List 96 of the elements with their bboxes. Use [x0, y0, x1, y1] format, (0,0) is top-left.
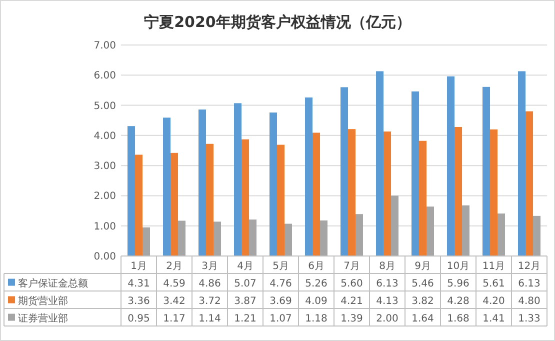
bar: [142, 227, 150, 256]
bar: [454, 126, 462, 256]
data-label: 4.80: [518, 296, 540, 307]
bar: [170, 152, 178, 256]
bar: [348, 129, 356, 256]
x-tick-label: 9月: [414, 260, 431, 272]
bar: [163, 118, 170, 256]
data-label: 3.87: [234, 296, 256, 307]
x-tick-label: 6月: [308, 260, 324, 272]
bar: [234, 103, 242, 256]
bar: [270, 112, 277, 256]
bar: [305, 97, 312, 256]
data-label: 5.07: [234, 278, 256, 290]
y-tick-label: 1.00: [94, 221, 116, 232]
bar: [128, 126, 135, 256]
x-tick-label: 8月: [379, 260, 396, 272]
bar: [249, 220, 256, 256]
data-label: 0.95: [128, 313, 150, 324]
data-label: 1.18: [305, 313, 328, 324]
y-tick-label: 3.00: [94, 161, 116, 172]
bar: [518, 71, 526, 256]
bar: [356, 214, 363, 256]
data-label: 1.14: [198, 313, 221, 324]
data-label: 4.31: [128, 278, 150, 290]
data-label: 5.60: [340, 278, 363, 290]
bar: [277, 144, 284, 256]
bar: [198, 110, 206, 256]
data-label: 4.20: [482, 296, 505, 307]
data-label: 4.59: [163, 278, 186, 290]
bar: [242, 139, 249, 256]
x-tick-label: 7月: [344, 260, 360, 272]
bar: [312, 132, 320, 256]
bar: [462, 205, 470, 256]
chart-title: 宁夏2020年期货客户权益情况（亿元）: [144, 13, 411, 31]
data-label: 5.61: [482, 278, 505, 290]
bar: [533, 216, 540, 256]
bar: [447, 76, 454, 256]
bar: [376, 71, 384, 256]
data-label: 4.86: [198, 278, 221, 290]
legend-label: 期货营业部: [18, 294, 68, 307]
bar: [320, 220, 328, 256]
x-tick-label: 3月: [202, 260, 218, 272]
x-tick-label: 11月: [482, 260, 506, 272]
data-label: 1.68: [447, 313, 470, 324]
data-label: 4.76: [270, 278, 292, 290]
data-label: 1.21: [234, 313, 256, 324]
bar: [482, 86, 490, 256]
bar: [178, 220, 186, 256]
data-label: 6.13: [518, 278, 540, 290]
data-label: 1.17: [163, 313, 186, 324]
data-label: 1.64: [412, 313, 434, 324]
data-label: 6.13: [376, 278, 398, 290]
data-label: 5.46: [412, 278, 434, 290]
x-tick-label: 1月: [130, 260, 147, 272]
data-label: 4.09: [305, 296, 328, 307]
bar: [426, 206, 434, 256]
data-label: 5.26: [305, 278, 328, 290]
legend-label: 客户保证金总额: [18, 277, 88, 290]
bar: [284, 224, 292, 256]
x-tick-label: 2月: [166, 260, 182, 272]
data-label: 3.69: [270, 296, 292, 307]
bar: [214, 222, 221, 256]
x-tick-label: 4月: [237, 260, 254, 272]
data-label: 3.42: [163, 296, 186, 307]
y-tick-label: 4.00: [94, 130, 116, 142]
bar: [340, 87, 348, 256]
y-tick-label: 2.00: [94, 191, 116, 202]
y-tick-label: 5.00: [94, 100, 116, 112]
bar: [419, 140, 426, 256]
bar: [135, 154, 142, 256]
data-label: 1.07: [270, 313, 292, 324]
bar: [384, 132, 391, 256]
data-label: 3.72: [198, 296, 221, 307]
data-label: 1.33: [518, 313, 540, 324]
data-label: 4.21: [340, 296, 363, 307]
x-tick-label: 12月: [518, 260, 541, 272]
bar: [412, 91, 419, 256]
bar: [490, 129, 498, 256]
data-label: 3.36: [128, 296, 150, 307]
x-tick-label: 5月: [272, 260, 289, 272]
y-tick-label: 7.00: [94, 40, 116, 52]
data-label: 4.13: [376, 296, 398, 307]
bar: [206, 144, 214, 256]
bar: [391, 196, 398, 256]
data-label: 1.39: [340, 313, 363, 324]
data-label: 4.28: [447, 296, 470, 307]
data-label: 2.00: [376, 313, 398, 324]
data-label: 5.96: [447, 278, 470, 290]
x-tick-label: 10月: [446, 260, 470, 272]
legend-label: 证券营业部: [18, 312, 68, 324]
bar: [526, 111, 533, 256]
data-label: 1.41: [482, 313, 505, 324]
y-tick-label: 6.00: [94, 70, 116, 82]
data-label: 3.82: [412, 296, 434, 307]
y-tick-label: 0.00: [94, 252, 116, 262]
bar: [498, 214, 505, 256]
